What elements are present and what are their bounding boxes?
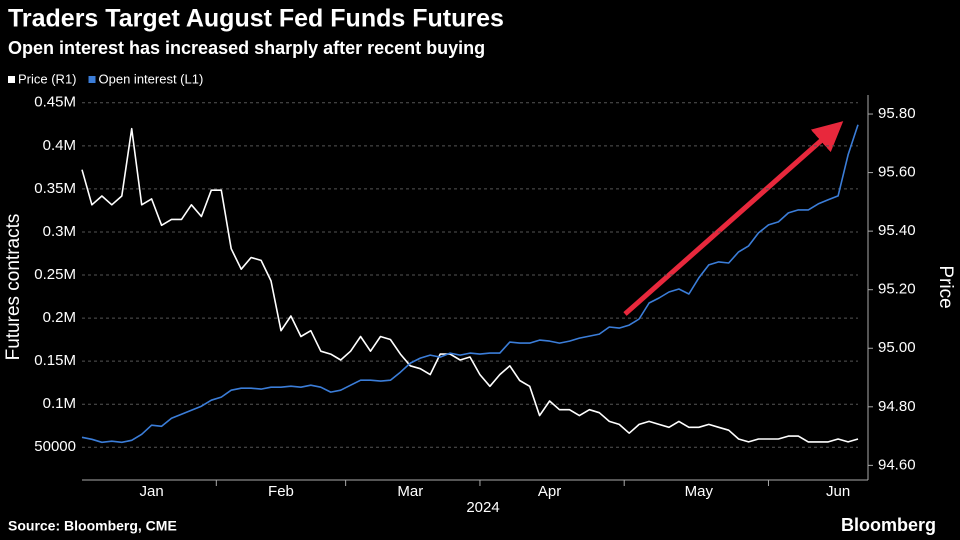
x-tick-label: Apr — [538, 483, 561, 500]
y2-tick-label: 95.40 — [878, 222, 916, 239]
y2-tick-label: 94.60 — [878, 456, 916, 473]
line-series — [81, 124, 859, 444]
y-tick-label: 0.2M — [43, 309, 76, 326]
annotation-arrow — [623, 121, 844, 316]
y-tick-label: 0.4M — [43, 137, 76, 154]
legend-label: Price (R1) — [18, 71, 77, 86]
y2-tick-label: 95.80 — [878, 105, 916, 122]
x-tick-label: Jun — [826, 483, 850, 500]
y-tick-label: 0.45M — [34, 94, 76, 111]
chart-title: Traders Target August Fed Funds Futures — [8, 5, 504, 33]
y2-axis-label: Price — [935, 265, 956, 308]
y2-tick-label: 95.20 — [878, 281, 916, 298]
y2-tick-label: 94.80 — [878, 398, 916, 415]
y2-tick-label: 95.60 — [878, 164, 916, 181]
brand: Bloomberg — [841, 515, 936, 535]
y-tick-label: 0.3M — [43, 223, 76, 240]
chart-subtitle: Open interest has increased sharply afte… — [8, 38, 485, 58]
y2-tick-label: 95.00 — [878, 339, 916, 356]
source: Source: Bloomberg, CME — [8, 518, 177, 534]
x-tick-label: Jan — [140, 483, 164, 500]
x-axis-label: 2024 — [466, 499, 499, 516]
legend-swatch — [88, 76, 96, 83]
y-tick-label: 0.25M — [34, 266, 76, 283]
y-axis-label: Futures contracts — [3, 214, 24, 361]
legend-label: Open interest (L1) — [99, 71, 204, 86]
y-tick-label: 50000 — [34, 438, 76, 455]
legend-swatch — [8, 76, 15, 83]
x-tick-label: May — [685, 483, 714, 500]
y-tick-label: 0.1M — [43, 395, 76, 412]
x-tick-label: Feb — [268, 483, 294, 500]
y-tick-label: 0.35M — [34, 180, 76, 197]
y-tick-label: 0.15M — [34, 352, 76, 369]
line-series — [81, 127, 859, 443]
x-tick-label: Mar — [397, 483, 423, 500]
